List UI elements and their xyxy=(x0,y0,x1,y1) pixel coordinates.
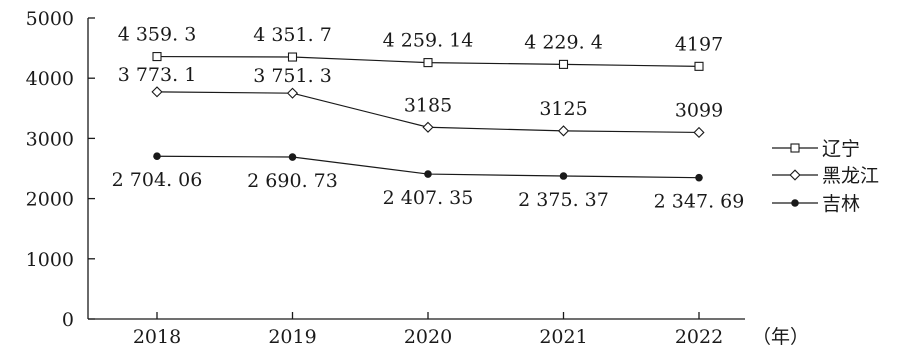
legend-item: 吉林 xyxy=(772,193,860,215)
legend-item: 黑龙江 xyxy=(772,165,879,187)
y-ticks: 0 1000 2000 3000 4000 5000 xyxy=(26,8,95,331)
data-point xyxy=(423,58,433,68)
data-point xyxy=(151,86,163,98)
legend-label: 黑龙江 xyxy=(822,165,879,187)
data-label: 2 347. 69 xyxy=(654,191,745,213)
series-2: 3 773. 1 3 751. 3 3185 3125 3099 xyxy=(118,64,723,139)
data-point xyxy=(558,59,569,69)
legend-item: 辽宁 xyxy=(772,138,860,160)
data-label: 4 259. 14 xyxy=(383,30,474,52)
x-axis-unit: （年） xyxy=(752,326,809,347)
data-label: 2 375. 37 xyxy=(518,189,609,211)
legend-marker xyxy=(790,143,800,153)
data-point xyxy=(422,121,434,133)
data-label: 3099 xyxy=(675,99,723,121)
x-tick-label: 2018 xyxy=(133,326,181,347)
series-1: 4 359. 3 4 351. 7 4 259. 14 4 229. 4 4197 xyxy=(118,24,723,71)
y-tick-label: 5000 xyxy=(26,8,74,30)
data-point xyxy=(153,152,161,161)
data-label: 2 704. 06 xyxy=(112,169,203,191)
legend-label: 吉林 xyxy=(822,193,860,215)
data-point xyxy=(693,126,705,139)
data-point xyxy=(695,173,703,182)
data-point xyxy=(559,172,568,180)
data-label: 4 359. 3 xyxy=(118,24,197,46)
data-label: 4 351. 7 xyxy=(253,24,332,46)
data-label: 3185 xyxy=(404,94,452,116)
data-label: 4 229. 4 xyxy=(524,31,603,53)
legend-label: 辽宁 xyxy=(822,138,860,160)
x-tick-label: 2021 xyxy=(539,326,587,347)
y-tick-label: 4000 xyxy=(26,68,74,90)
data-point xyxy=(557,125,570,137)
y-tick-label: 3000 xyxy=(26,128,74,150)
x-tick-label: 2022 xyxy=(675,326,723,347)
legend-marker xyxy=(791,199,799,207)
data-point xyxy=(152,52,162,62)
data-label: 3 773. 1 xyxy=(118,64,197,86)
plot-area: 4 359. 3 4 351. 7 4 259. 14 4 229. 4 4197 3 7… xyxy=(112,24,745,213)
data-label: 4197 xyxy=(675,33,723,55)
legend-marker xyxy=(789,169,801,181)
series-3: 2 704. 06 2 690. 73 2 407. 35 2 375. 37 2 34… xyxy=(112,152,745,213)
data-label: 3125 xyxy=(539,98,587,120)
y-tick-label: 2000 xyxy=(26,189,74,211)
y-tick-label: 1000 xyxy=(26,249,74,271)
data-point xyxy=(287,52,298,62)
data-point xyxy=(694,61,704,71)
data-point xyxy=(286,87,299,99)
data-label: 3 751. 3 xyxy=(253,65,332,87)
x-ticks: 2018 2019 2020 2021 2022 xyxy=(133,312,723,347)
x-tick-label: 2020 xyxy=(404,326,452,347)
data-label: 2 690. 73 xyxy=(247,170,338,192)
data-label: 2 407. 35 xyxy=(383,187,474,209)
data-point xyxy=(288,153,297,161)
x-tick-label: 2019 xyxy=(268,326,316,347)
data-point xyxy=(424,170,432,178)
y-tick-label: 0 xyxy=(62,309,74,331)
